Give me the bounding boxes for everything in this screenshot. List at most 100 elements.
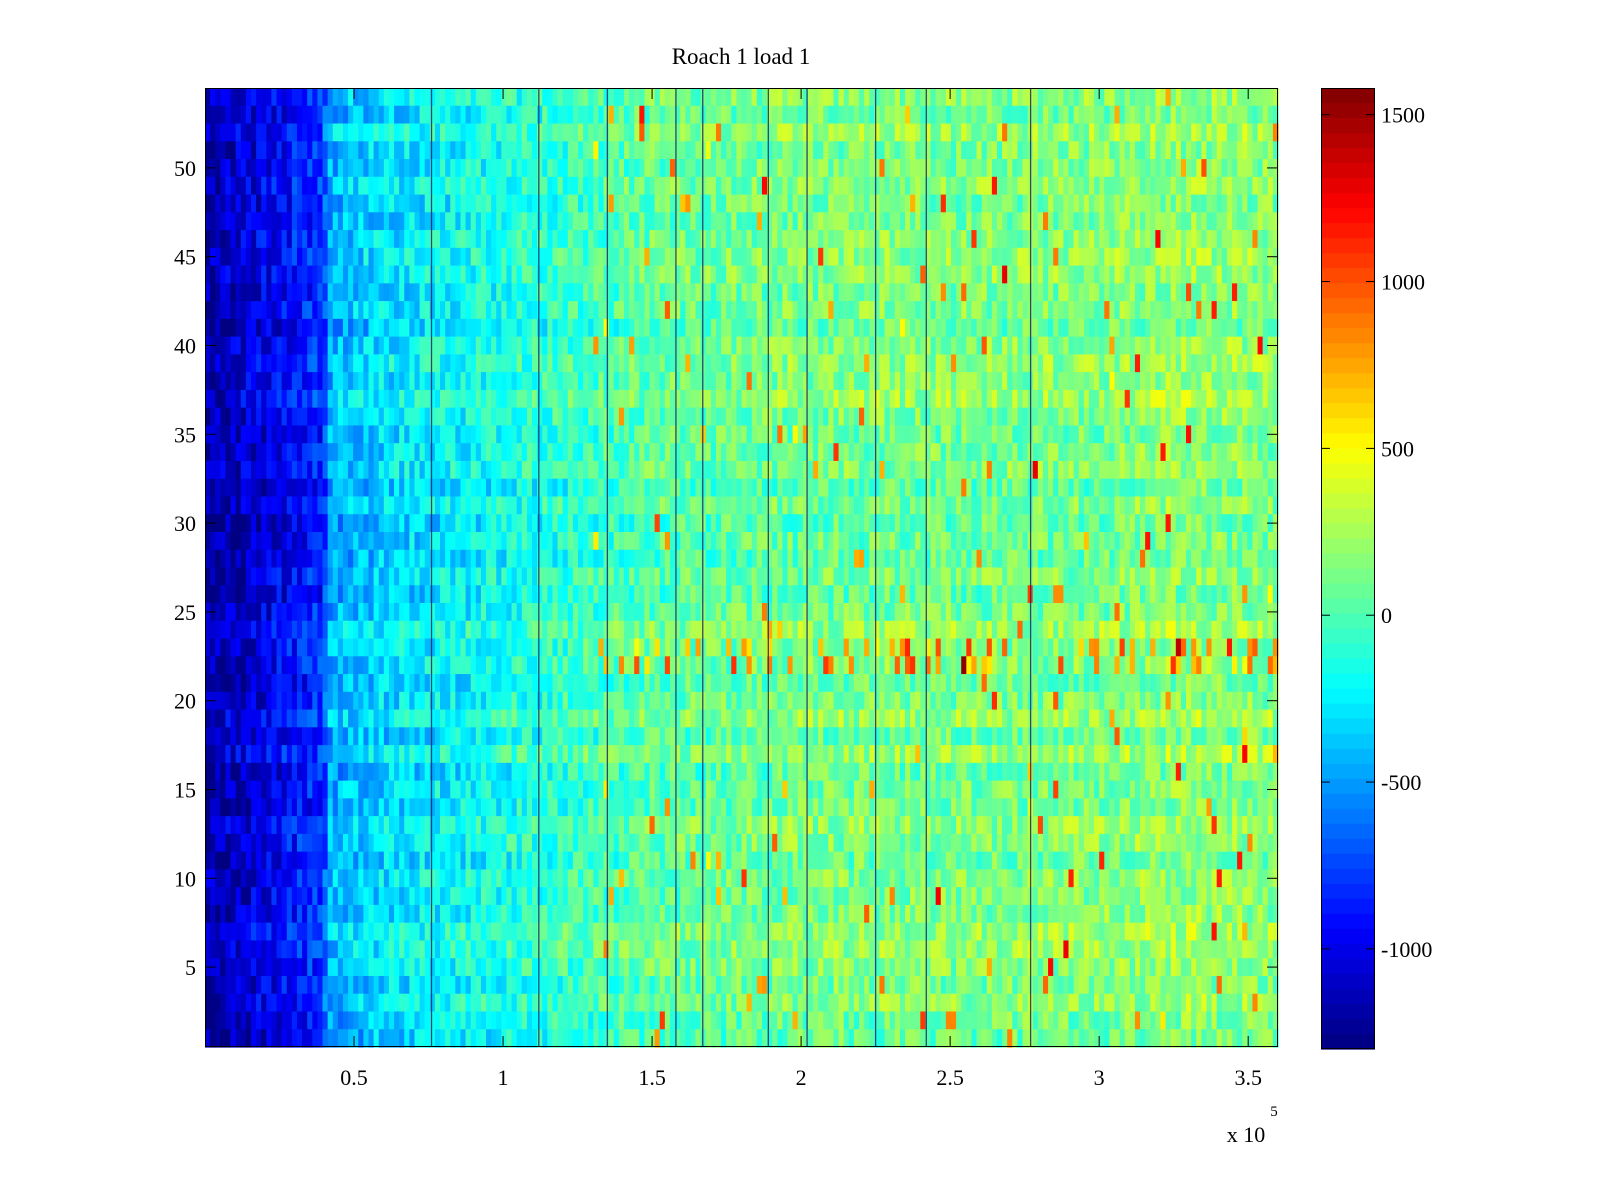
heatmap-cell: [899, 460, 906, 480]
heatmap-cell: [399, 194, 405, 213]
heatmap-cell: [654, 407, 661, 427]
heatmap-cell: [220, 336, 227, 355]
heatmap-cell: [220, 230, 227, 249]
heatmap-cell: [690, 194, 697, 213]
heatmap-cell: [1063, 460, 1070, 480]
heatmap-cell: [373, 336, 380, 355]
heatmap-cell: [899, 372, 906, 391]
heatmap-cell: [756, 301, 763, 320]
heatmap-cell: [460, 247, 467, 267]
heatmap-cell: [1073, 88, 1080, 107]
heatmap-cell: [659, 425, 666, 444]
heatmap-cell: [715, 123, 722, 142]
heatmap-cell: [1272, 407, 1279, 427]
heatmap-cell: [450, 212, 456, 231]
heatmap-cell: [1104, 318, 1110, 338]
heatmap-cell: [1058, 194, 1064, 213]
heatmap-cell: [266, 105, 273, 125]
heatmap-cell: [1124, 159, 1131, 178]
heatmap-cell: [1042, 496, 1049, 515]
heatmap-cell: [429, 478, 436, 498]
heatmap-cell: [695, 141, 702, 160]
heatmap-cell: [884, 283, 891, 302]
heatmap-cell: [700, 407, 707, 427]
heatmap-cell: [583, 247, 589, 267]
heatmap-cell: [1032, 141, 1039, 160]
heatmap-cell: [767, 301, 773, 320]
heatmap-cell: [894, 283, 901, 302]
heatmap-cell: [751, 354, 758, 373]
heatmap-cell: [971, 407, 978, 427]
heatmap-cell: [859, 247, 865, 267]
heatmap-cell: [634, 176, 640, 196]
heatmap-cell: [823, 443, 829, 462]
heatmap-cell: [925, 372, 932, 391]
heatmap-cell: [838, 478, 845, 498]
heatmap-cell: [220, 443, 227, 462]
heatmap-cell: [608, 354, 615, 373]
heatmap-cell: [291, 496, 298, 515]
heatmap-cell: [879, 194, 886, 213]
heatmap-cell: [322, 389, 329, 409]
heatmap-cell: [1252, 176, 1259, 196]
heatmap-cell: [879, 372, 886, 391]
heatmap-cell: [532, 318, 538, 338]
heatmap-cell: [475, 443, 482, 462]
heatmap-cell: [746, 123, 753, 142]
heatmap-cell: [235, 389, 242, 409]
heatmap-cell: [1196, 88, 1202, 107]
heatmap-cell: [460, 212, 467, 231]
heatmap-cell: [302, 283, 308, 302]
heatmap-cell: [409, 407, 416, 427]
heatmap-cell: [1032, 496, 1039, 515]
heatmap-cell: [618, 336, 625, 355]
heatmap-cell: [618, 176, 625, 196]
heatmap-cell: [552, 354, 559, 373]
heatmap-cell: [506, 460, 513, 480]
heatmap-cell: [741, 230, 748, 249]
heatmap-cell: [899, 212, 906, 231]
heatmap-cell: [1160, 478, 1167, 498]
heatmap-cell: [920, 425, 927, 444]
heatmap-cell: [593, 318, 600, 338]
heatmap-cell: [245, 478, 252, 498]
heatmap-cell: [1083, 212, 1090, 231]
heatmap-cell: [838, 265, 845, 284]
heatmap-cell: [649, 159, 656, 178]
heatmap-cell: [286, 389, 293, 409]
heatmap-cell: [721, 496, 727, 515]
heatmap-cell: [1002, 443, 1008, 462]
heatmap-cell: [1272, 443, 1279, 462]
heatmap-cell: [843, 212, 850, 231]
heatmap-cell: [399, 460, 405, 480]
heatmap-cell: [1180, 176, 1187, 196]
heatmap-cell: [230, 389, 237, 409]
heatmap-cell: [700, 301, 707, 320]
heatmap-cell: [445, 159, 451, 178]
heatmap-cell: [598, 212, 605, 231]
heatmap-cell: [1237, 247, 1243, 267]
heatmap-cell: [480, 141, 487, 160]
heatmap-cell: [685, 88, 692, 107]
heatmap-cell: [1211, 407, 1218, 427]
heatmap-cell: [705, 478, 712, 498]
heatmap-cell: [240, 265, 247, 284]
heatmap-cell: [623, 372, 630, 391]
heatmap-cell: [552, 372, 559, 391]
heatmap-cell: [537, 443, 543, 462]
heatmap-cell: [388, 265, 395, 284]
heatmap-cell: [608, 247, 615, 267]
heatmap-cell: [281, 336, 288, 355]
heatmap-cell: [235, 88, 242, 107]
heatmap-cell: [940, 478, 947, 498]
heatmap-cell: [1078, 194, 1085, 213]
heatmap-cell: [1114, 336, 1121, 355]
heatmap-cell: [475, 425, 482, 444]
heatmap-cell: [864, 443, 870, 462]
heatmap-cell: [736, 425, 743, 444]
heatmap-cell: [675, 230, 681, 249]
heatmap-cell: [639, 159, 646, 178]
heatmap-cell: [966, 336, 973, 355]
heatmap-cell: [455, 443, 462, 462]
heatmap-cell: [1242, 318, 1248, 338]
